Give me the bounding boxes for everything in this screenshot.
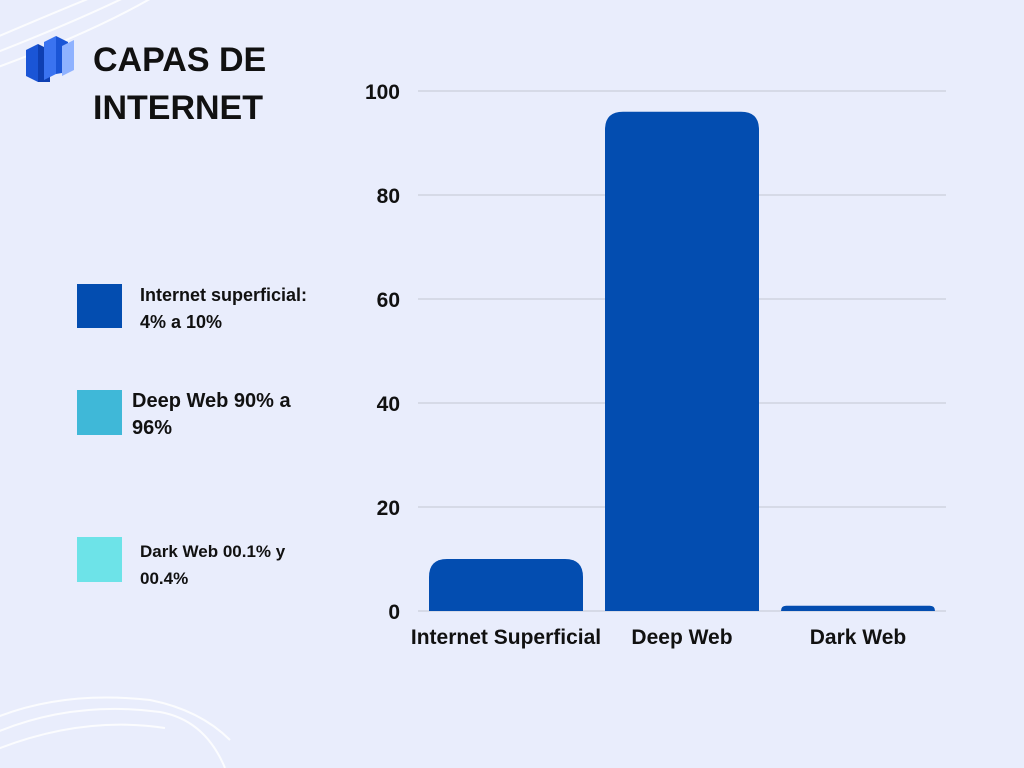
legend-label-internet-superficial: Internet superficial: 4% a 10% — [140, 282, 307, 336]
y-tick-label: 80 — [377, 185, 400, 208]
title-line-2: INTERNET — [93, 89, 263, 127]
x-tick-label: Deep Web — [631, 626, 732, 649]
legend-line: Dark Web 00.1% y — [140, 542, 286, 561]
title-line-1: CAPAS DE — [93, 41, 267, 79]
legend-line: Internet superficial: — [140, 285, 308, 305]
bar-internet-superficial — [429, 559, 583, 611]
legend-line: 00.4% — [140, 569, 189, 588]
legend-label-deep-web: Deep Web 90% a 96% — [132, 388, 291, 442]
y-tick-label: 40 — [377, 393, 400, 416]
y-tick-label: 60 — [377, 289, 400, 312]
bar-dark-web — [781, 605, 935, 611]
legend-swatch-dark-web — [77, 537, 122, 582]
legend-label-dark-web: Dark Web 00.1% y 00.4% — [140, 538, 285, 592]
y-tick-label: 100 — [365, 81, 400, 104]
y-tick-label: 0 — [388, 601, 400, 624]
x-tick-label: Dark Web — [810, 626, 906, 649]
x-tick-label: Internet Superficial — [411, 626, 601, 649]
legend-swatch-internet-superficial — [77, 284, 122, 328]
page-title: CAPAS DE INTERNET — [93, 36, 323, 132]
legend-line: Deep Web 90% a — [132, 390, 291, 412]
legend-line: 4% a 10% — [140, 312, 223, 332]
y-tick-label: 20 — [377, 497, 400, 520]
legend-swatch-deep-web — [77, 390, 122, 435]
legend-line: 96% — [132, 417, 173, 439]
bar-deep-web — [605, 111, 759, 612]
brand-logo-icon — [26, 36, 74, 82]
